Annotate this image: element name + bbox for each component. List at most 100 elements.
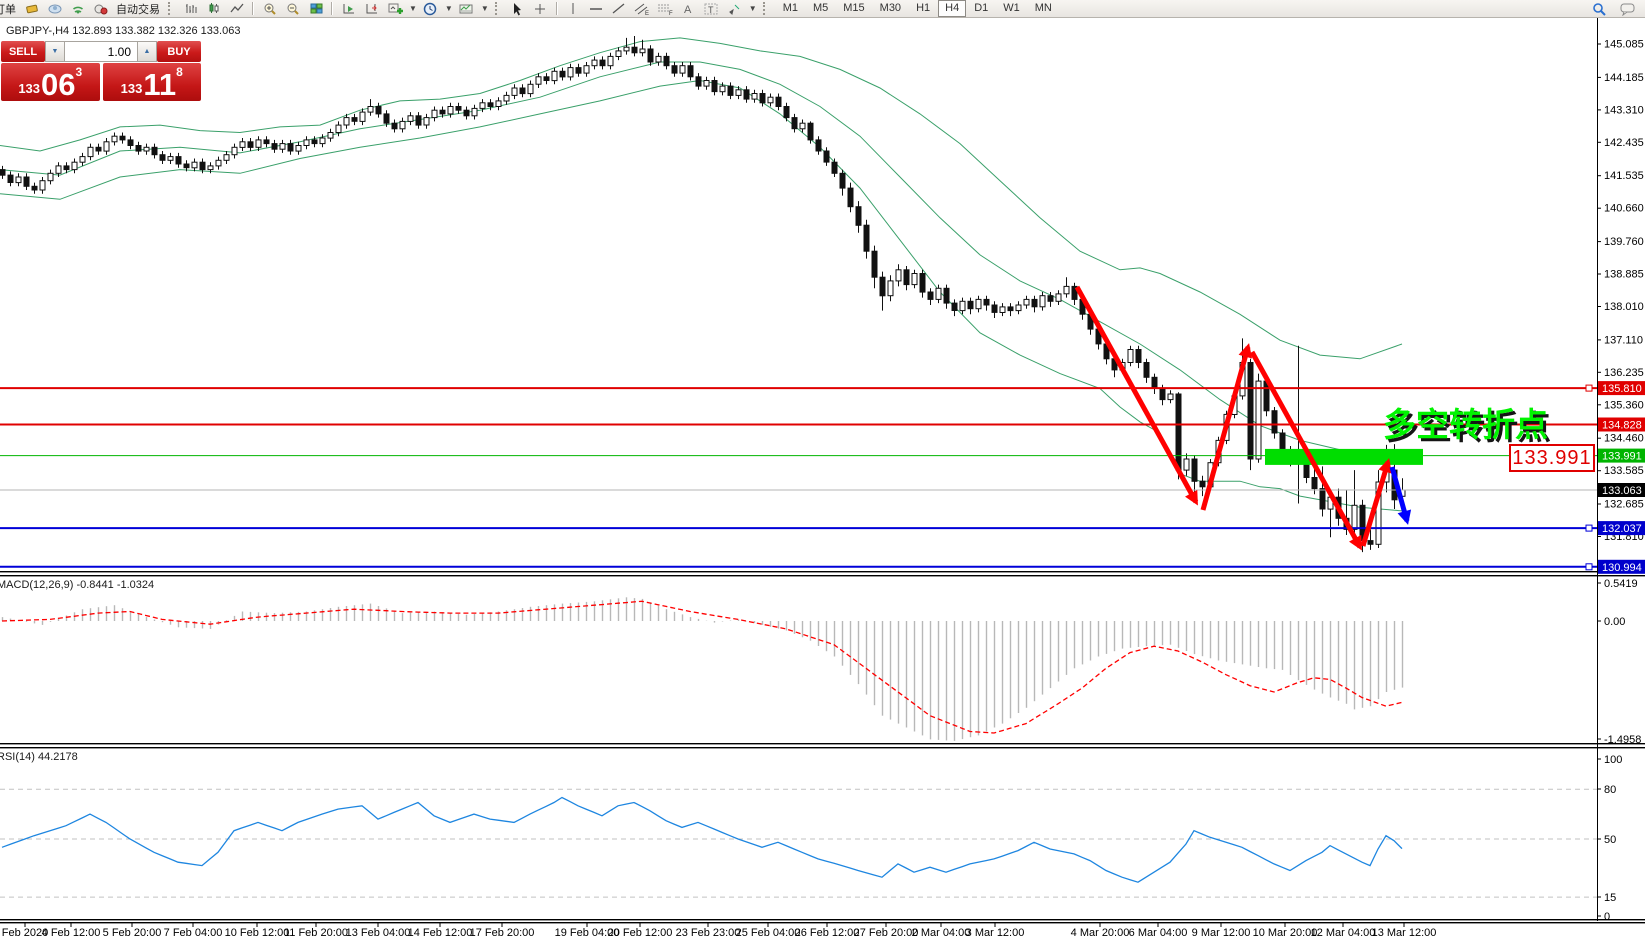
- line-chart-icon[interactable]: [227, 1, 246, 16]
- pane-separator[interactable]: [0, 575, 1645, 577]
- timeframe-W1[interactable]: W1: [1003, 2, 1020, 14]
- timeframe-H4[interactable]: H4: [938, 0, 967, 17]
- time-axis-label[interactable]: 5 Feb 20:00: [103, 927, 162, 939]
- candle-down: [1135, 349, 1142, 363]
- timeframe-M30[interactable]: M30: [879, 2, 902, 14]
- pane-separator[interactable]: [0, 571, 1645, 573]
- periods-caret[interactable]: ▼: [444, 4, 453, 13]
- time-axis-label[interactable]: 25 Feb 04:00: [736, 927, 801, 939]
- trend-arrow-red[interactable]: [1360, 458, 1392, 547]
- chat-icon[interactable]: [1618, 1, 1637, 16]
- sell-button[interactable]: SELL: [1, 41, 45, 62]
- buy-price-panel[interactable]: 133 11 8: [102, 63, 201, 101]
- zoom-out-icon[interactable]: [283, 1, 302, 16]
- add-indicator-icon[interactable]: [385, 1, 404, 16]
- bar-chart-icon[interactable]: [181, 1, 200, 16]
- timeframe-H1[interactable]: H1: [916, 2, 931, 14]
- candle-down: [7, 174, 14, 184]
- time-axis-label[interactable]: 6 Mar 04:00: [1129, 927, 1188, 939]
- orders-button[interactable]: 订单: [0, 3, 16, 16]
- trend-arrow-red[interactable]: [1074, 285, 1199, 506]
- highlight-zone[interactable]: [1265, 448, 1423, 465]
- timeframe-M1[interactable]: M1: [782, 2, 798, 14]
- timeframe-MN[interactable]: MN: [1034, 2, 1052, 14]
- candle-down: [455, 106, 462, 111]
- time-axis-label[interactable]: 2 Mar 04:00: [912, 927, 971, 939]
- time-axis-label[interactable]: 19 Feb 04:00: [555, 927, 620, 939]
- arrows-tool-icon[interactable]: [725, 1, 744, 16]
- candle-up: [335, 124, 342, 133]
- toolbar-grip: [494, 2, 502, 15]
- line-handle[interactable]: [1585, 524, 1593, 532]
- time-axis-label[interactable]: 20 Feb 12:00: [608, 927, 673, 939]
- time-axis-label[interactable]: 11 Feb 20:00: [284, 927, 348, 939]
- time-axis-label[interactable]: 26 Feb 12:00: [795, 927, 860, 939]
- candle-down: [119, 135, 126, 141]
- time-axis-label[interactable]: 13 Mar 12:00: [1372, 927, 1437, 939]
- time-axis-label[interactable]: 23 Feb 23:00: [676, 927, 741, 939]
- line-handle[interactable]: [1585, 384, 1593, 392]
- time-axis-label[interactable]: Feb 2020: [2, 927, 48, 939]
- pane-separator[interactable]: [0, 922, 1645, 924]
- zoom-in-icon[interactable]: [260, 1, 279, 16]
- autotrading-icon[interactable]: [91, 1, 110, 16]
- time-axis-label[interactable]: 9 Mar 12:00: [1192, 927, 1251, 939]
- autotrading-button[interactable]: 自动交易: [116, 3, 160, 16]
- equidistant-channel-tool-icon[interactable]: E: [633, 1, 652, 16]
- trend-arrow-red[interactable]: [1249, 350, 1363, 551]
- price-badge-label: 133.063: [1602, 485, 1642, 497]
- community-icon[interactable]: [45, 1, 64, 16]
- signals-icon[interactable]: [68, 1, 87, 16]
- time-axis-label[interactable]: 13 Feb 04:00: [346, 927, 411, 939]
- periods-clock-icon[interactable]: [421, 1, 440, 16]
- time-axis-label[interactable]: 3 Mar 12:00: [966, 927, 1025, 939]
- time-axis-label[interactable]: 17 Feb 20:00: [470, 927, 535, 939]
- time-axis-label[interactable]: 7 Feb 04:00: [164, 927, 223, 939]
- templates-icon[interactable]: [457, 1, 476, 16]
- candle-down: [247, 141, 254, 148]
- time-axis-label[interactable]: 4 Mar 20:00: [1071, 927, 1130, 939]
- timeframe-M5[interactable]: M5: [812, 2, 829, 14]
- timeframe-D1[interactable]: D1: [974, 2, 989, 14]
- time-axis-label[interactable]: 10 Feb 12:00: [225, 927, 290, 939]
- lot-increase-button[interactable]: ▲: [137, 41, 157, 62]
- auto-scroll-icon[interactable]: [339, 1, 358, 16]
- crosshair-tool-icon[interactable]: [531, 1, 550, 16]
- pivot-annotation-text[interactable]: 多空转折点: [1383, 406, 1548, 443]
- time-axis-label[interactable]: 10 Mar 20:00: [1253, 927, 1318, 939]
- pane-separator[interactable]: [0, 743, 1645, 745]
- pane-separator[interactable]: [0, 747, 1645, 749]
- time-axis-label[interactable]: 4 Feb 12:00: [42, 927, 101, 939]
- time-axis-label[interactable]: 12 Mar 04:00: [1311, 927, 1376, 939]
- trendline-tool-icon[interactable]: [610, 1, 629, 16]
- deposit-icon[interactable]: [22, 1, 41, 16]
- line-handle[interactable]: [1585, 563, 1593, 571]
- templates-caret[interactable]: ▼: [480, 4, 489, 13]
- time-axis-label[interactable]: 27 Feb 20:00: [854, 927, 919, 939]
- cursor-tool-icon[interactable]: [508, 1, 527, 16]
- chart-shift-icon[interactable]: [362, 1, 381, 16]
- search-icon[interactable]: [1589, 1, 1608, 16]
- sell-price-panel[interactable]: 133 06 3: [1, 63, 100, 101]
- time-axis-label[interactable]: 14 Feb 12:00: [408, 927, 473, 939]
- trend-arrow-red[interactable]: [1200, 343, 1253, 511]
- text-label-tool-icon[interactable]: T: [702, 1, 721, 16]
- tile-windows-icon[interactable]: [306, 1, 325, 16]
- lot-size-input[interactable]: [65, 41, 137, 62]
- candle-down: [1071, 285, 1078, 300]
- arrows-tool-caret[interactable]: ▼: [748, 4, 757, 13]
- timeframe-M15[interactable]: M15: [843, 2, 865, 14]
- vertical-line-tool-icon[interactable]: [564, 1, 583, 16]
- price-tag-label[interactable]: 133.991: [1509, 444, 1595, 472]
- buy-button[interactable]: BUY: [157, 41, 201, 62]
- lot-decrease-button[interactable]: ▼: [45, 41, 65, 62]
- fibonacci-tool-icon[interactable]: F: [656, 1, 675, 16]
- candlestick-chart-icon[interactable]: [204, 1, 223, 16]
- add-indicator-caret[interactable]: ▼: [409, 4, 417, 13]
- horizontal-line-tool-icon[interactable]: [587, 1, 606, 16]
- trend-arrow-blue[interactable]: [1389, 466, 1412, 525]
- candle-up: [751, 93, 758, 100]
- text-tool-icon[interactable]: A: [679, 1, 698, 16]
- pane-separator[interactable]: [0, 919, 1645, 921]
